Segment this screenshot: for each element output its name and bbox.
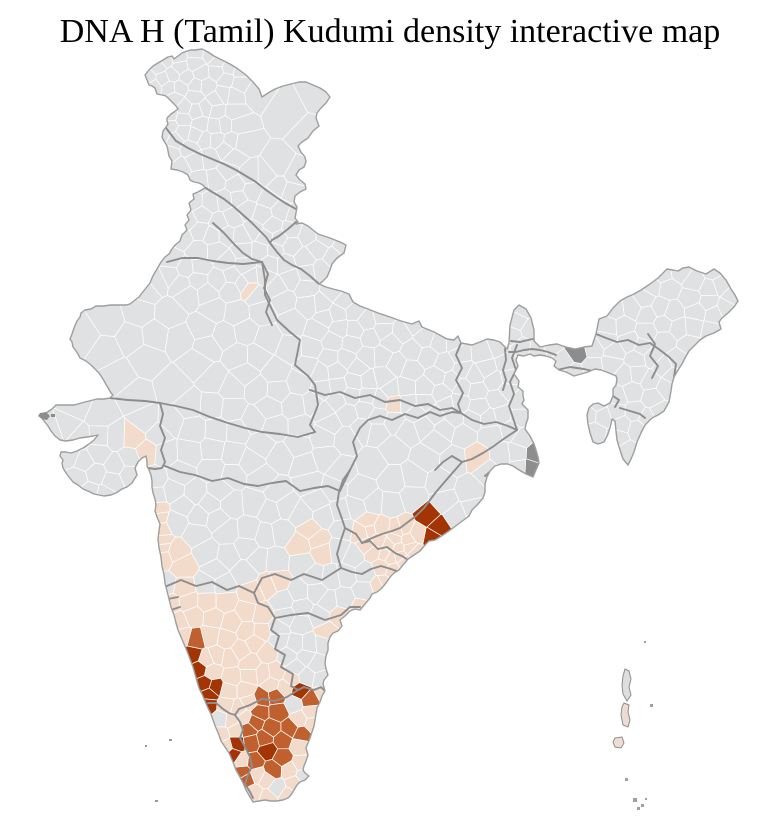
svg-text:DNA H (Tamil) Kudumi density i: DNA H (Tamil) Kudumi density interactive… — [60, 13, 720, 50]
